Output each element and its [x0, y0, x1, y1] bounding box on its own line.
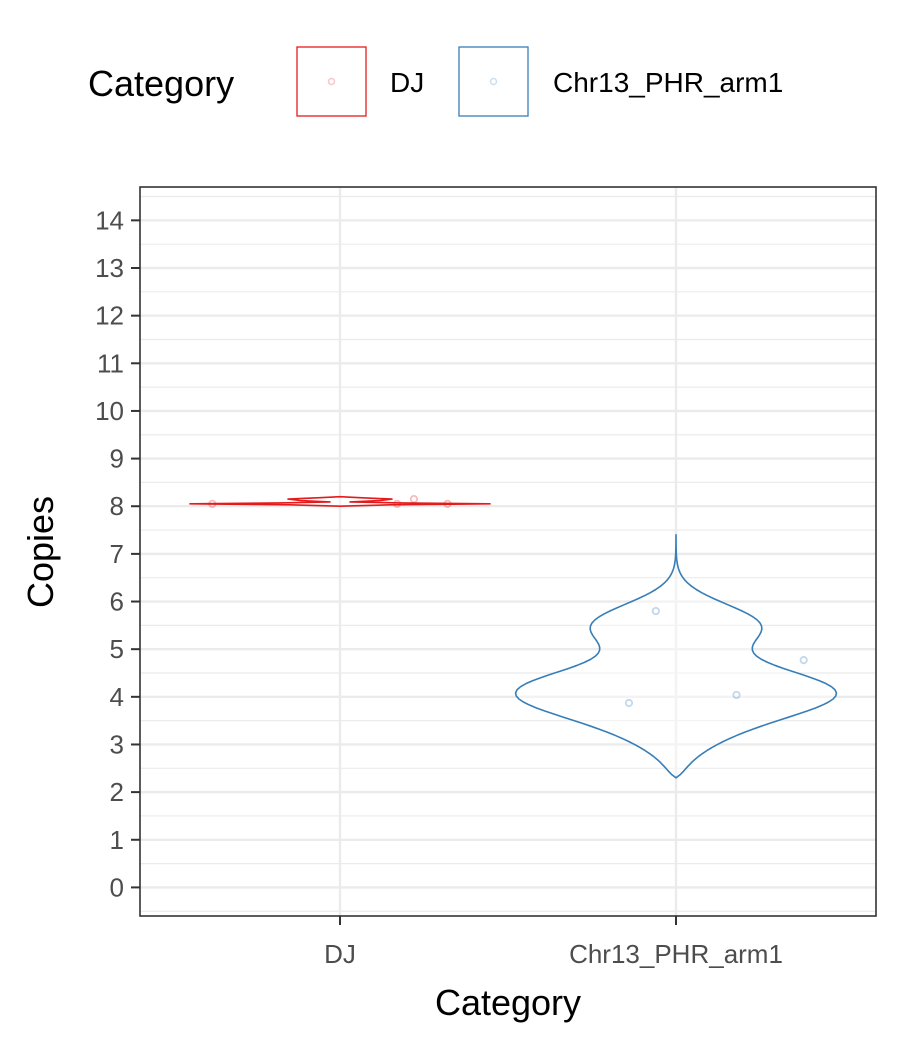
y-tick-label: 14	[95, 205, 124, 235]
panel-border	[139, 186, 877, 917]
x-tick-label: Chr13_PHR_arm1	[569, 939, 783, 969]
legend-key-dj	[296, 46, 367, 117]
violin-dj	[189, 495, 491, 508]
y-tick-label: 8	[110, 491, 124, 521]
major-gridlines	[140, 187, 876, 916]
y-tick-label: 2	[110, 777, 124, 807]
y-tick-label: 13	[95, 253, 124, 283]
legend-key-point-chr13	[489, 77, 498, 86]
y-tick-label: 5	[110, 634, 124, 664]
y-tick-label: 9	[110, 444, 124, 474]
data-point-chr13	[624, 698, 634, 708]
minor-gridlines	[140, 195, 876, 912]
y-tick-label: 11	[97, 348, 124, 378]
legend-label-chr13: Chr13_PHR_arm1	[553, 67, 783, 98]
y-tick-label: 12	[95, 301, 124, 331]
violins	[189, 495, 838, 779]
legend-title: Category	[88, 63, 234, 104]
panel-background	[140, 187, 876, 916]
data-point-chr13	[651, 606, 660, 616]
data-point-dj	[409, 494, 419, 504]
legend-entry-dj: DJ	[296, 46, 424, 117]
legend: Category DJ Chr13_PHR_arm1	[88, 46, 783, 117]
y-tick-label: 0	[110, 872, 124, 902]
x-tick-label: DJ	[324, 939, 356, 969]
y-axis-title: Copies	[20, 496, 61, 608]
data-point-dj	[443, 499, 452, 508]
y-tick-label: 7	[110, 539, 124, 569]
data-point-chr13	[732, 690, 741, 700]
plot-panel	[139, 186, 877, 917]
y-tick-label: 3	[110, 729, 124, 759]
data-point-dj	[393, 499, 402, 508]
legend-label-dj: DJ	[390, 67, 424, 98]
legend-entry-chr13: Chr13_PHR_arm1	[458, 46, 783, 117]
legend-key-point-dj	[327, 77, 336, 86]
x-axis: DJ Chr13_PHR_arm1	[324, 916, 783, 969]
y-tick-label: 1	[110, 825, 124, 855]
data-points	[208, 494, 808, 708]
y-tick-label: 6	[110, 587, 124, 617]
data-point-dj	[208, 499, 217, 508]
data-point-chr13	[799, 656, 808, 665]
y-tick-label: 10	[95, 396, 124, 426]
y-tick-label: 4	[110, 682, 124, 712]
legend-key-chr13	[458, 46, 529, 117]
violin-chr13	[514, 534, 838, 779]
x-axis-title: Category	[435, 982, 581, 1023]
